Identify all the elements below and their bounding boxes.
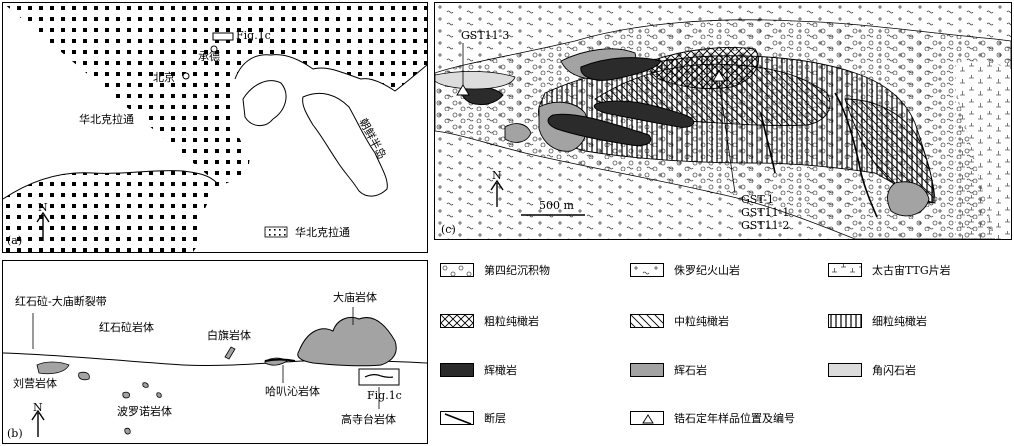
hongshila-pluton xyxy=(264,358,296,362)
legend-item-fault: 断层 xyxy=(440,408,506,428)
north-arrow-icon xyxy=(490,179,504,207)
north-china-craton-area xyxy=(3,3,427,252)
baiqi-pluton xyxy=(224,346,236,360)
boluonuo-label: 波罗诺岩体 xyxy=(117,404,172,418)
habaqin-label: 哈叭沁岩体 xyxy=(265,384,320,398)
fine-swatch xyxy=(828,314,862,328)
sample-top-label: GST11-3 xyxy=(461,29,509,42)
panel-c-map: GST11-3 GST-1 GST11-1 GST11-2 N 500 m (c… xyxy=(434,2,1012,240)
hornblendite-body xyxy=(435,70,516,90)
sample-marker-gst11-3 xyxy=(456,84,470,96)
boluonuo-pluton-3 xyxy=(156,392,162,398)
zircon-sample-icon xyxy=(630,411,664,425)
panel-a-label: (a) xyxy=(7,234,22,247)
fault-swatch xyxy=(440,411,474,425)
legend-item-pyroxenite: 辉石岩 xyxy=(630,360,707,380)
north-letter-c: N xyxy=(492,169,502,182)
craton-legend-label: 华北克拉通 xyxy=(295,225,350,239)
archean-swatch xyxy=(828,263,862,277)
hornblendite-swatch xyxy=(828,363,862,377)
quaternary-swatch xyxy=(440,263,474,277)
north-letter-b: N xyxy=(33,401,43,414)
panel-c-label: (c) xyxy=(441,223,456,236)
gaositai-label: 高寺台岩体 xyxy=(341,412,396,426)
boluonuo-pluton-1 xyxy=(122,391,130,399)
pyroxenite-swatch xyxy=(630,363,664,377)
sample-label-3: GST11-2 xyxy=(741,219,789,232)
chengde-label: 承德 xyxy=(198,49,220,63)
liuying-pluton xyxy=(36,361,70,375)
wehrlite-body-3 xyxy=(580,57,662,81)
panel-b-label: (b) xyxy=(7,427,23,440)
medium-swatch xyxy=(630,314,664,328)
coastline xyxy=(3,170,218,200)
map-legend: 第四纪沉积物 侏罗纪火山岩 太古宙TTG片岩 粗粒纯橄岩 中粒纯橄岩 细粒纯橄岩… xyxy=(440,256,1012,442)
coarse-dunite xyxy=(648,47,760,89)
wehrlite-body-1 xyxy=(547,113,652,146)
pyroxenite-south xyxy=(887,181,930,217)
legend-item-jurassic: 侏罗纪火山岩 xyxy=(630,260,740,280)
damiao-label: 大庙岩体 xyxy=(333,290,377,304)
legend-item-fine: 细粒纯橄岩 xyxy=(828,311,927,331)
medium-dunite-east xyxy=(844,98,934,204)
legend-item-archean: 太古宙TTG片岩 xyxy=(828,260,951,280)
legend-item-zircon: 锆石定年样品位置及编号 xyxy=(630,408,795,428)
bohai-coast xyxy=(234,54,427,92)
north-arrow-icon xyxy=(36,211,50,241)
fig1c-box-b xyxy=(358,368,400,386)
boluonuo-pluton-4 xyxy=(124,427,131,435)
small-pluton-1 xyxy=(78,371,90,381)
panel-b-map: Fig.1c 红石砬-大庙断裂带 红石砬岩体 大庙岩体 白旗岩体 刘营岩体 波罗… xyxy=(2,260,428,444)
pyroxenite-small xyxy=(504,123,532,143)
boluonuo-pluton-2 xyxy=(142,382,149,388)
panel-a-map: 朝鲜半岛 Fig.1c 承德 北京 华北克拉通 N (a) 华北克拉通 xyxy=(2,2,428,253)
fault-line-1 xyxy=(834,92,878,218)
legend-item-medium: 中粒纯橄岩 xyxy=(630,311,729,331)
north-arrow-icon xyxy=(31,409,45,437)
fault-label: 红石砬-大庙断裂带 xyxy=(15,294,107,308)
legend-item-hornblendite: 角闪石岩 xyxy=(828,360,916,380)
korea-peninsula xyxy=(302,92,388,197)
bohai-bay xyxy=(242,80,287,126)
hongshila-label: 红石砬岩体 xyxy=(99,320,154,334)
sample-label-2: GST11-1 xyxy=(741,206,789,219)
fig-ref-label-b: Fig.1c xyxy=(367,389,402,402)
north-letter: N xyxy=(38,201,48,214)
coarse-swatch xyxy=(440,314,474,328)
sample-label-1: GST-1 xyxy=(741,193,774,206)
fig-ref-label: Fig.1c xyxy=(236,29,271,42)
wehrlite-swatch xyxy=(440,363,474,377)
beijing-label: 北京 xyxy=(153,70,175,84)
legend-item-quaternary: 第四纪沉积物 xyxy=(440,260,550,280)
fig1c-box xyxy=(212,32,234,41)
legend-item-wehrlite: 辉橄岩 xyxy=(440,360,517,380)
craton-legend-swatch xyxy=(264,226,288,238)
scale-label: 500 m xyxy=(539,199,574,212)
chengde-marker xyxy=(210,45,218,53)
fault-line-2 xyxy=(760,112,776,174)
sample-pointer-main xyxy=(718,80,736,194)
beijing-marker xyxy=(182,72,190,80)
jurassic-swatch xyxy=(630,263,664,277)
damiao-pluton xyxy=(297,317,397,367)
baiqi-label: 白旗岩体 xyxy=(207,328,251,342)
liuying-label: 刘营岩体 xyxy=(13,376,57,390)
wehrlite-body-2 xyxy=(593,100,695,128)
legend-item-coarse: 粗粒纯橄岩 xyxy=(440,311,539,331)
craton-label: 华北克拉通 xyxy=(79,112,134,126)
